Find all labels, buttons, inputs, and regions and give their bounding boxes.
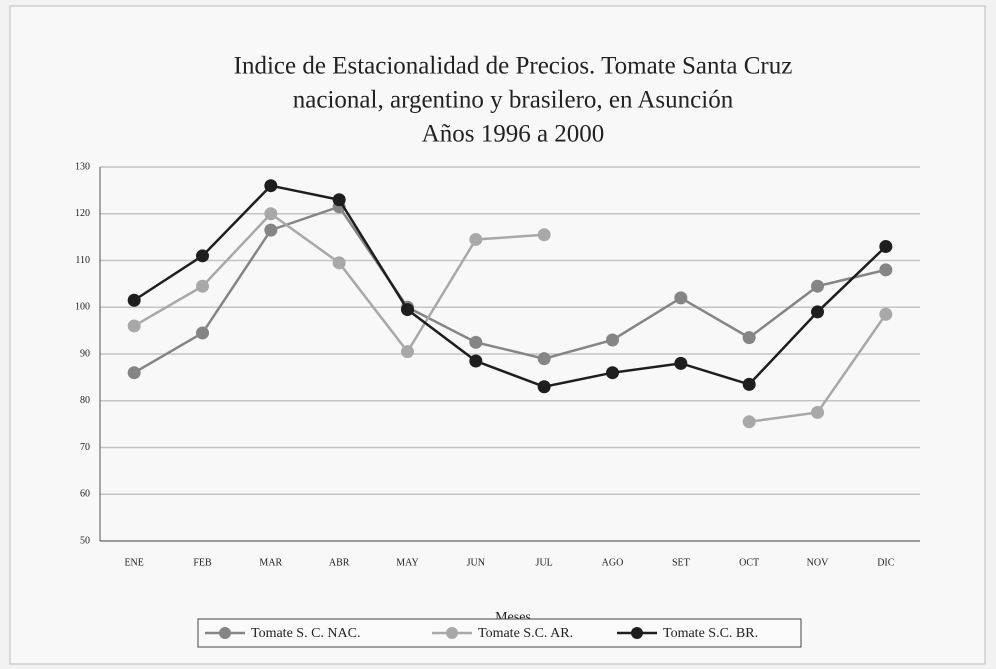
data-point (127, 366, 141, 380)
x-tick-label: MAY (396, 557, 418, 568)
x-tick-label: FEB (193, 557, 212, 568)
x-tick-label: DIC (877, 557, 895, 568)
data-point (332, 256, 346, 270)
x-tick-label: ENE (124, 557, 143, 568)
data-point (537, 380, 551, 394)
data-point (264, 207, 278, 221)
y-tick-label: 130 (75, 161, 90, 172)
data-point (469, 354, 483, 368)
data-point (264, 223, 278, 237)
legend-label: Tomate S.C. AR. (478, 626, 573, 641)
data-point (742, 415, 756, 429)
data-point (606, 366, 619, 380)
x-tick-label: ABR (329, 557, 350, 568)
y-tick-label: 80 (80, 395, 90, 406)
x-tick-label: AGO (602, 557, 624, 568)
series-line (133, 205, 887, 374)
series-line (133, 184, 887, 389)
data-point (127, 319, 141, 333)
data-point (811, 305, 824, 319)
legend-box (197, 618, 802, 648)
data-point (674, 356, 688, 370)
y-tick-label: 100 (75, 302, 90, 313)
data-point (879, 307, 893, 321)
y-tick-label: 50 (80, 535, 90, 546)
data-point (196, 279, 209, 293)
legend-marker (219, 627, 231, 639)
x-tick-label: JUN (467, 557, 485, 568)
data-point (127, 293, 141, 307)
chart-title: Indice de Estacionalidad de Precios. Tom… (234, 53, 793, 80)
data-point (332, 193, 346, 207)
data-point (264, 179, 278, 193)
data-point (674, 291, 688, 305)
y-tick-label: 110 (75, 255, 90, 266)
data-point (401, 303, 414, 317)
chart-title: nacional, argentino y brasilero, en Asun… (293, 87, 734, 114)
data-point (196, 249, 209, 263)
y-tick-label: 120 (75, 208, 90, 219)
data-point (606, 333, 619, 347)
data-point (401, 345, 414, 359)
x-tick-label: NOV (807, 557, 829, 568)
data-point (742, 377, 756, 391)
chart-title: Años 1996 a 2000 (422, 121, 605, 148)
legend-label: Tomate S.C. BR. (663, 626, 758, 641)
y-tick-label: 70 (80, 442, 90, 453)
data-point (811, 279, 824, 293)
x-tick-label: OCT (739, 557, 759, 568)
chart-frame (9, 5, 986, 665)
data-point (742, 331, 756, 345)
x-tick-label: MAR (259, 557, 282, 568)
data-point (879, 239, 893, 253)
y-tick-label: 60 (80, 489, 90, 500)
data-point (537, 228, 551, 242)
data-point (811, 405, 824, 419)
x-tick-label: SET (672, 557, 690, 568)
data-point (469, 335, 483, 349)
data-point (537, 352, 551, 366)
legend-label: Tomate S. C. NAC. (251, 626, 360, 641)
data-point (196, 326, 209, 340)
y-tick-label: 90 (80, 348, 90, 359)
legend-marker (631, 627, 643, 639)
data-point (879, 263, 893, 277)
legend-marker (446, 627, 458, 639)
data-point (469, 232, 483, 246)
x-tick-label: JUL (536, 557, 553, 568)
